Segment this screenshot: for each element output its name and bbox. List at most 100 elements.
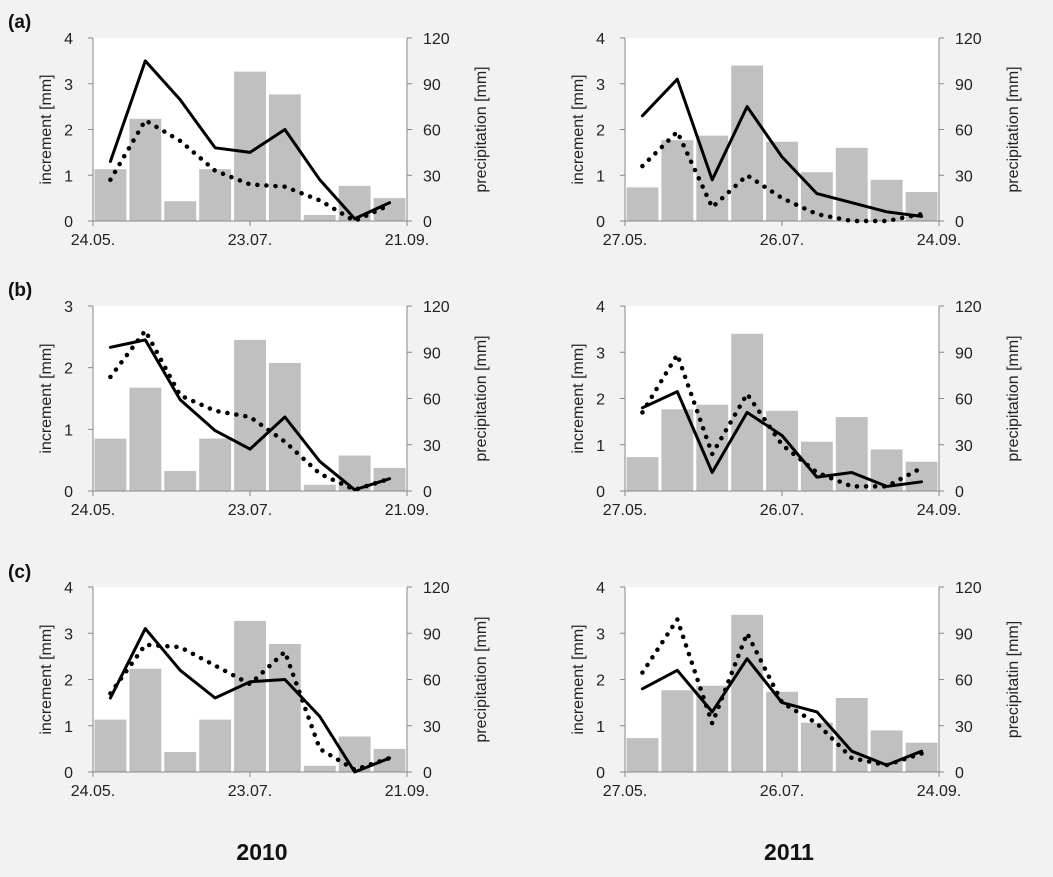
x-tick-label: 26.07. [760,232,804,249]
left-tick-label: 0 [596,484,605,501]
precipitation-bar [731,65,764,221]
right-axis-title: precipitation [mm] [473,616,490,742]
left-tick-label: 3 [64,77,73,94]
left-tick-label: 0 [64,214,73,231]
right-tick-label: 0 [955,765,964,782]
right-tick-label: 0 [955,214,964,231]
x-tick-label: 24.09. [917,783,961,800]
left-axis-title: increment [mm] [570,74,587,184]
left-axis-title: increment [mm] [570,624,587,734]
precipitation-bar [199,719,232,772]
panel-letter: (c) [8,562,31,583]
right-tick-label: 30 [955,438,973,455]
right-tick-label: 60 [955,123,973,140]
left-tick-label: 4 [596,580,605,597]
right-tick-label: 60 [423,392,441,409]
x-tick-label: 21.09. [385,783,429,800]
right-axis-title: precipitation [mm] [473,335,490,461]
increment-line-dotted [108,328,392,493]
precipitation-bar [373,198,406,221]
x-tick-label: 26.07. [760,783,804,800]
precipitation-bar [94,719,127,772]
left-axis-title: increment [mm] [38,624,55,734]
right-tick-label: 30 [423,719,441,736]
increment-line-dotted [108,642,392,772]
increment-line-solid [108,338,392,492]
precipitation-bar [199,438,232,491]
x-tick-label: 23.07. [228,502,272,519]
right-tick-label: 30 [423,438,441,455]
right-tick-label: 90 [955,626,973,643]
left-tick-label: 1 [596,168,605,185]
right-tick-label: 60 [955,673,973,690]
right-tick-label: 0 [423,765,432,782]
left-tick-label: 3 [596,345,605,362]
right-tick-label: 60 [423,673,441,690]
left-tick-label: 1 [64,422,73,439]
right-tick-label: 120 [423,580,450,597]
precipitation-bar [164,201,197,221]
precipitation-bar [661,409,694,491]
left-axis-title: increment [mm] [38,74,55,184]
left-tick-label: 4 [64,580,73,597]
precipitation-bar [303,765,336,772]
precipitation-bar [870,179,903,221]
left-tick-label: 2 [64,361,73,378]
x-tick-label: 26.07. [760,502,804,519]
precipitation-bar [626,457,659,491]
increment-line-solid [108,59,392,221]
right-tick-label: 30 [423,168,441,185]
right-axis-title: precipitation [mm] [473,66,490,192]
precipitation-bar [835,417,868,491]
precipitation-bar [234,620,266,772]
left-axis-title: increment [mm] [38,343,55,453]
left-tick-label: 4 [596,31,605,48]
left-tick-label: 1 [596,719,605,736]
right-tick-label: 60 [955,392,973,409]
left-tick-label: 0 [596,214,605,231]
right-tick-label: 0 [423,214,432,231]
right-tick-label: 0 [423,484,432,501]
x-tick-label: 24.05. [71,502,115,519]
increment-line-solid [640,77,924,218]
chart-panel-5: 0 1 2 3 4 0 30 60 90 120 24.05. 23.07. 21.09. increme… [8,562,490,800]
precipitation-bar [800,722,833,772]
precipitation-bar [303,484,336,491]
precipitation-bar [268,94,301,221]
precipitation-bar [268,644,301,772]
increment-line-dotted [640,129,924,224]
left-tick-label: 4 [596,299,605,316]
precipitation-bar [766,141,798,221]
precipitation-bar [129,668,162,772]
right-tick-label: 120 [955,299,982,316]
precipitation-bar [766,410,798,491]
left-tick-label: 1 [596,438,605,455]
left-axis-title: increment [mm] [570,343,587,453]
x-tick-label: 24.05. [71,232,115,249]
left-tick-label: 0 [64,765,73,782]
left-tick-label: 2 [596,392,605,409]
year-label-2011: 2011 [764,839,814,865]
precipitation-bar [94,438,127,491]
left-tick-label: 1 [64,168,73,185]
left-tick-label: 0 [596,765,605,782]
precipitation-bar [626,187,659,221]
left-tick-label: 4 [64,31,73,48]
left-tick-label: 3 [596,77,605,94]
precipitation-bar [626,738,659,772]
right-tick-label: 90 [423,626,441,643]
panel-letter: (b) [8,280,32,301]
increment-line-dotted [108,118,392,224]
right-tick-label: 120 [955,580,982,597]
precipitation-bar [199,169,232,221]
chart-panel-1: 0 1 2 3 4 0 30 60 90 120 24.05. 23.07. 21.09. increme… [8,12,490,249]
precipitation-bar [129,118,162,221]
left-tick-label: 2 [64,673,73,690]
right-tick-label: 90 [955,77,973,94]
right-tick-label: 90 [423,77,441,94]
precipitation-bar [164,752,197,772]
increment-line-dotted [640,352,924,489]
left-tick-label: 1 [64,719,73,736]
